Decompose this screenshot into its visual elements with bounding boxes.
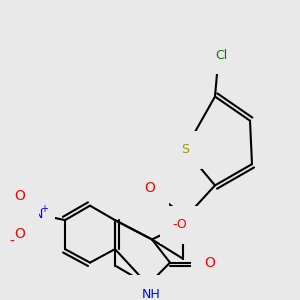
- Text: +: +: [40, 203, 48, 214]
- Text: H: H: [185, 218, 195, 232]
- Text: N: N: [33, 208, 43, 221]
- Text: -O: -O: [172, 218, 188, 232]
- Text: O: O: [205, 256, 215, 270]
- Text: O: O: [15, 227, 26, 241]
- Text: -: -: [10, 234, 14, 248]
- Text: Cl: Cl: [215, 49, 227, 62]
- Text: S: S: [181, 143, 189, 156]
- Text: NH: NH: [142, 288, 160, 300]
- Text: O: O: [15, 189, 26, 203]
- Text: O: O: [145, 181, 155, 195]
